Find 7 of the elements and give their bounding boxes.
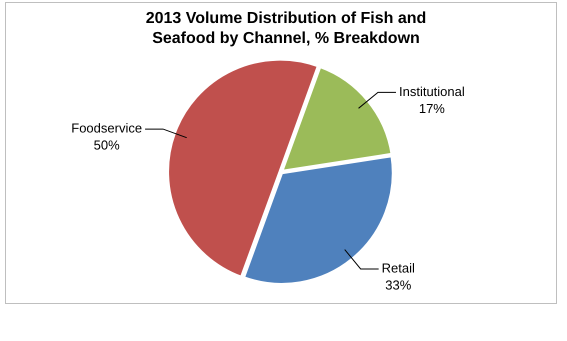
data-label: 50% xyxy=(94,138,120,153)
data-label: 17% xyxy=(418,100,446,116)
slice-label: Retail xyxy=(382,260,415,276)
slice-label: Institutional xyxy=(398,84,465,99)
slice-label: Foodservice xyxy=(71,120,142,136)
chart-title: 2013 Volume Distribution of Fish and Seafood by Channel, % Breakdown xyxy=(144,9,428,49)
data-label: 33% xyxy=(385,278,412,293)
